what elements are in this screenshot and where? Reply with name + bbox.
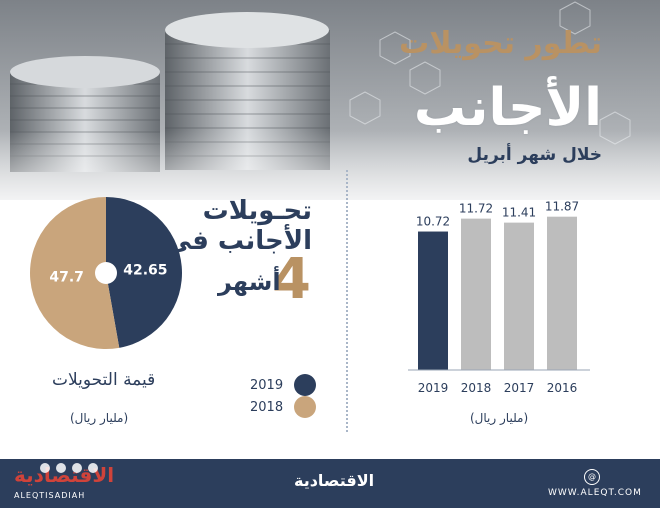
pie-value-label: 47.7 [49, 269, 84, 285]
legend-item-2019: 2019 [250, 374, 316, 396]
social-icons [40, 463, 98, 473]
legend-year: 2018 [250, 399, 284, 415]
subtitle: خلال شهر أبريل [467, 145, 602, 165]
highlight-title-line1: تحـويلات [202, 196, 312, 226]
bar-2018 [461, 218, 491, 370]
highlight-title: تحـويلات الأجانب في [152, 196, 312, 256]
legend-item-2018: 2018 [250, 396, 316, 418]
title-line1: تطور تحويلات [399, 26, 602, 61]
legend-swatch [294, 396, 316, 418]
globe-icon: @ [584, 469, 600, 485]
title-line2: الأجانب [413, 78, 602, 138]
bar-category-label: 2016 [547, 381, 578, 395]
legend-year: 2019 [250, 377, 284, 393]
bar-category-label: 2019 [418, 381, 449, 395]
bar-chart: 10.72 2019 11.72 2018 11.41 2017 11.87 2016 [408, 200, 590, 395]
bar-value-label: 10.72 [416, 215, 450, 229]
bar-value-label: 11.41 [502, 206, 536, 220]
bar-unit: (مليار ريال) [470, 411, 529, 425]
pie-chart: 42.65 47.7 [29, 197, 182, 349]
legend: 2019 2018 [250, 374, 316, 418]
highlight-title-line2: الأجانب في [165, 226, 312, 256]
bar-2017 [504, 222, 534, 370]
legend-swatch [294, 374, 316, 396]
bar-value-label: 11.72 [459, 202, 493, 216]
pie-unit: (مليار ريال) [70, 411, 129, 425]
snapchat-icon[interactable] [56, 463, 66, 473]
dotted-divider [346, 170, 348, 432]
bar-2019 [418, 231, 448, 370]
facebook-icon[interactable] [88, 463, 98, 473]
pie-value-label: 42.65 [123, 263, 167, 279]
highlight-unit: أشهر [218, 268, 281, 296]
pie-center-hole [95, 262, 117, 284]
footer-website[interactable]: WWW.ALEQT.COM [548, 488, 642, 498]
bar-category-label: 2018 [461, 381, 492, 395]
twitter-icon[interactable] [72, 463, 82, 473]
footer-logo: الاقتصادية [294, 471, 375, 490]
footer-handle[interactable]: ALEQTISADIAH [14, 491, 86, 500]
bar-category-label: 2017 [504, 381, 535, 395]
pie-caption: قيمة التحويلات [52, 370, 156, 390]
highlight-number: 4 [272, 247, 311, 312]
pie-slice-2019 [106, 197, 182, 348]
bar-value-label: 11.87 [545, 200, 579, 214]
footer: الاقتصادية ALEQTISADIAH الاقتصادية @ WWW… [0, 459, 660, 508]
instagram-icon[interactable] [40, 463, 50, 473]
pie-slice-2018 [29, 197, 120, 349]
bar-2016 [547, 216, 577, 370]
